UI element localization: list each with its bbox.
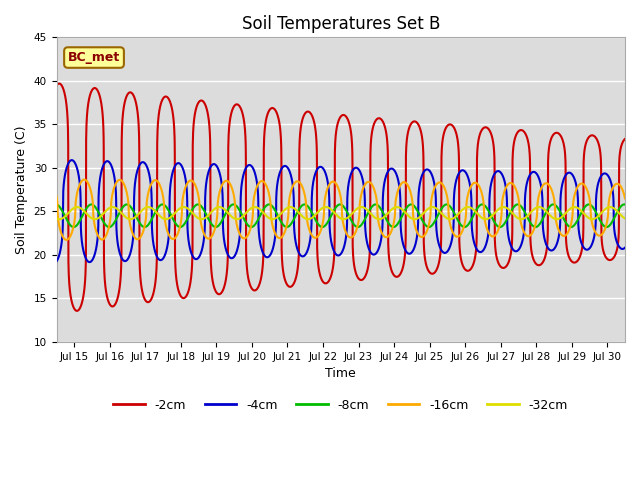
Title: Soil Temperatures Set B: Soil Temperatures Set B (241, 15, 440, 33)
Legend: -2cm, -4cm, -8cm, -16cm, -32cm: -2cm, -4cm, -8cm, -16cm, -32cm (108, 394, 573, 417)
Text: BC_met: BC_met (68, 51, 120, 64)
Y-axis label: Soil Temperature (C): Soil Temperature (C) (15, 125, 28, 254)
X-axis label: Time: Time (325, 367, 356, 380)
